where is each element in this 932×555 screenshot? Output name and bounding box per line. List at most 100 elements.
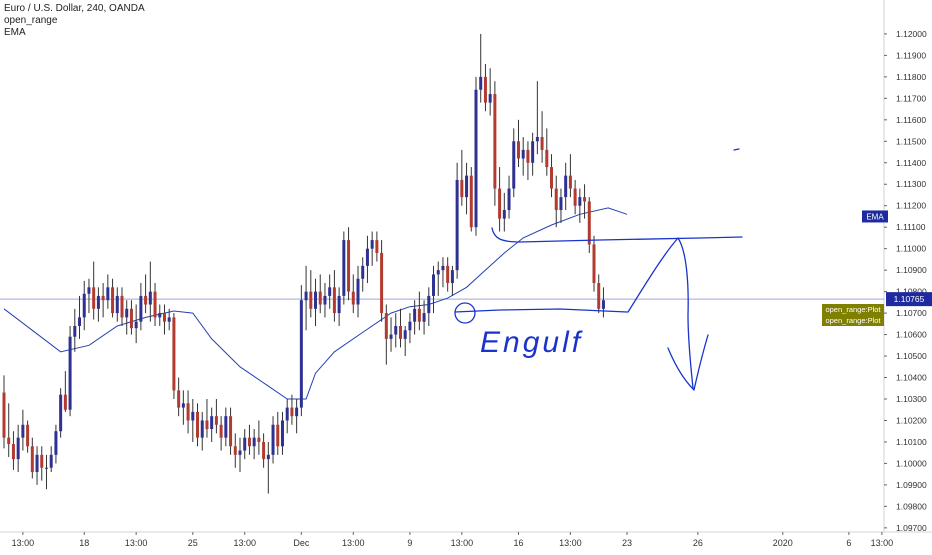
up-candle xyxy=(370,240,374,249)
up-candle xyxy=(125,308,129,318)
x-tick-label: 13:00 xyxy=(12,538,35,548)
up-candle xyxy=(271,424,275,455)
down-candle xyxy=(347,240,351,292)
down-candle xyxy=(219,424,223,438)
down-candle xyxy=(196,411,200,438)
x-tick-label: Dec xyxy=(293,538,310,548)
up-candle xyxy=(299,300,303,408)
down-candle xyxy=(516,141,520,159)
ema-tag-label: EMA xyxy=(866,212,884,221)
up-candle xyxy=(488,94,492,103)
up-candle xyxy=(35,454,39,473)
y-tick-label: 1.12000 xyxy=(896,29,927,39)
down-candle xyxy=(332,287,336,314)
up-candle xyxy=(323,295,327,305)
up-candle xyxy=(441,265,445,271)
x-tick-label: 26 xyxy=(693,538,703,548)
y-tick-label: 1.11200 xyxy=(896,201,926,211)
up-candle xyxy=(167,317,171,322)
up-candle xyxy=(21,424,25,438)
y-tick-label: 1.10100 xyxy=(896,437,927,447)
up-candle xyxy=(59,394,63,432)
y-tick-label: 1.10700 xyxy=(896,308,927,318)
x-tick-label: 23 xyxy=(622,538,632,548)
up-candle xyxy=(304,291,308,301)
up-candle xyxy=(328,287,332,296)
down-candle xyxy=(153,291,157,318)
up-candle xyxy=(139,295,143,322)
up-candle xyxy=(96,295,100,309)
up-candle xyxy=(243,437,247,451)
open-range-tag-label: open_range:Plot xyxy=(825,305,881,314)
symbol-title[interactable]: Euro / U.S. Dollar, 240, OANDA xyxy=(4,3,145,14)
y-tick-label: 1.11400 xyxy=(896,158,926,168)
down-candle xyxy=(276,424,280,447)
drawn-arrow-path[interactable] xyxy=(627,237,694,389)
up-candle xyxy=(238,450,242,455)
down-candle xyxy=(144,295,148,305)
x-tick-label: 13:00 xyxy=(342,538,365,548)
down-candle xyxy=(111,287,115,314)
down-candle xyxy=(498,188,502,219)
drawn-mark[interactable] xyxy=(733,148,740,151)
down-candle xyxy=(398,325,402,339)
y-tick-label: 1.11700 xyxy=(896,93,926,103)
up-candle xyxy=(559,197,563,211)
up-candle xyxy=(474,89,478,228)
down-candle xyxy=(262,441,266,460)
last-price-tag xyxy=(886,292,932,307)
down-candle xyxy=(446,265,450,284)
engulf-annotation[interactable]: Engulf xyxy=(480,326,583,359)
up-candle xyxy=(82,293,86,318)
open-range-tag xyxy=(822,304,884,315)
indicator-open-range-label[interactable]: open_range xyxy=(4,15,58,26)
down-candle xyxy=(162,313,166,322)
down-candle xyxy=(583,197,587,202)
x-tick-label: 13:00 xyxy=(125,538,148,548)
up-candle xyxy=(413,308,417,322)
up-candle xyxy=(564,175,568,198)
up-candle xyxy=(191,411,195,421)
up-candle xyxy=(106,287,110,301)
x-tick-label: 16 xyxy=(513,538,523,548)
down-candle xyxy=(417,308,421,322)
indicator-ema-label[interactable]: EMA xyxy=(4,27,26,38)
down-candle xyxy=(380,252,384,314)
down-candle xyxy=(592,244,596,284)
up-candle xyxy=(78,317,82,326)
up-candle xyxy=(408,321,412,331)
last-price-label: 1.10765 xyxy=(894,294,925,304)
up-candle xyxy=(365,248,369,266)
down-candle xyxy=(229,416,233,447)
down-candle xyxy=(120,295,124,318)
up-candle xyxy=(16,437,20,460)
up-candle xyxy=(134,321,138,329)
up-candle xyxy=(252,437,256,447)
drawn-range-bottom-line[interactable] xyxy=(454,308,628,313)
x-tick-label: 18 xyxy=(79,538,89,548)
up-candle xyxy=(436,270,440,275)
y-tick-label: 1.10900 xyxy=(896,265,927,275)
up-candle xyxy=(68,336,72,410)
y-tick-label: 1.11600 xyxy=(896,115,926,125)
down-candle xyxy=(526,149,530,163)
up-candle xyxy=(578,197,582,206)
drawn-circle[interactable] xyxy=(454,302,476,324)
up-candle xyxy=(44,467,48,469)
drawn-range-top-line[interactable] xyxy=(491,227,743,243)
up-candle xyxy=(200,420,204,438)
down-candle xyxy=(101,295,105,301)
up-candle xyxy=(115,295,119,314)
down-candle xyxy=(63,394,67,410)
up-candle xyxy=(512,141,516,189)
down-candle xyxy=(247,437,251,447)
drawn-arrowhead[interactable] xyxy=(667,334,709,391)
x-tick-label: 25 xyxy=(188,538,198,548)
down-candle xyxy=(550,167,554,189)
up-candle xyxy=(432,274,436,296)
up-candle xyxy=(502,210,506,219)
y-tick-label: 1.10400 xyxy=(896,373,927,383)
x-tick-label: 13:00 xyxy=(233,538,256,548)
